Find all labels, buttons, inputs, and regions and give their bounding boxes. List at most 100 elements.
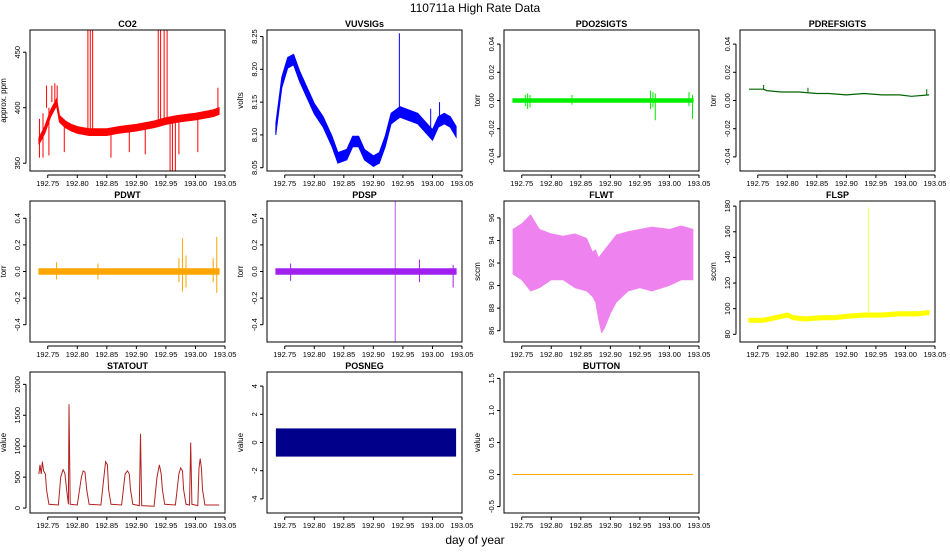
y-tick-label: 0.02 xyxy=(487,65,496,80)
y-tick-label: 140 xyxy=(723,251,732,264)
y-tick-label: 4 xyxy=(250,384,259,388)
y-tick-label: 8.15 xyxy=(250,95,259,110)
y-tick-label: 500 xyxy=(13,471,22,484)
x-tick-label: 192.80 xyxy=(303,179,326,188)
y-tick-label: 100 xyxy=(723,302,732,315)
x-tick-label: 192.85 xyxy=(805,179,828,188)
y-tick-label: -0.2 xyxy=(13,292,22,305)
panel-pdsp: PDSP torr 192.75 192.80 192.85 192.90 192.95 19… xyxy=(236,190,473,359)
y-tick-label: 0.2 xyxy=(250,240,259,250)
x-tick-label: 192.95 xyxy=(154,350,177,359)
y-tick-label: 0.0 xyxy=(487,469,496,479)
panel-data xyxy=(512,214,694,334)
panel-data xyxy=(38,404,220,507)
panel-title: FLSP xyxy=(826,190,849,200)
y-tick-label: 0.4 xyxy=(13,213,22,223)
y-tick-label: 8.05 xyxy=(250,160,259,175)
y-tick-label: 90 xyxy=(487,281,496,289)
y-tick-label: 160 xyxy=(723,226,732,239)
x-tick-label: 193.00 xyxy=(894,350,917,359)
panel-data xyxy=(275,428,457,457)
x-tick-label: 192.80 xyxy=(776,179,799,188)
x-tick-label: 192.80 xyxy=(303,350,326,359)
x-tick-label: 193.05 xyxy=(924,350,947,359)
x-tick-label: 192.80 xyxy=(66,521,89,530)
panel-data xyxy=(748,207,930,323)
panel-pdrefsigts: PDREFSIGTS torr 192.75 192.80 192.85 192.90 19… xyxy=(709,19,946,188)
x-tick-label: 193.05 xyxy=(688,179,711,188)
x-tick-label: 192.90 xyxy=(835,179,858,188)
y-tick-label: 0.04 xyxy=(487,37,496,52)
x-axis-label: day of year xyxy=(445,533,504,547)
x-tick-label: 192.95 xyxy=(628,350,651,359)
x-tick-label: 193.00 xyxy=(421,521,444,530)
y-tick-label: 1000 xyxy=(13,438,22,455)
y-tick-label: 94 xyxy=(487,236,496,244)
x-tick-label: 192.85 xyxy=(95,179,118,188)
x-tick-label: 192.75 xyxy=(746,179,769,188)
x-tick-label: 192.95 xyxy=(154,521,177,530)
x-tick-label: 193.05 xyxy=(688,350,711,359)
x-tick-label: 192.85 xyxy=(95,350,118,359)
panel-title: VUVSIGs xyxy=(345,19,384,29)
panel-title: PDSP xyxy=(352,190,377,200)
y-axis-label: value xyxy=(236,432,245,452)
x-tick-label: 192.80 xyxy=(303,521,326,530)
panel-data xyxy=(275,33,457,167)
panel-flsp: FLSP sccm 192.75 192.80 192.85 192.90 192.95 19… xyxy=(709,190,946,359)
panel-title: POSNEG xyxy=(345,361,384,371)
y-tick-label: 8.10 xyxy=(250,128,259,143)
x-tick-label: 193.00 xyxy=(184,179,207,188)
x-tick-label: 193.05 xyxy=(451,179,474,188)
y-tick-label: 96 xyxy=(487,214,496,222)
y-tick-label: 0.0 xyxy=(13,266,22,276)
y-axis-label: volts xyxy=(236,92,245,108)
x-tick-label: 192.85 xyxy=(332,179,355,188)
y-axis-label: torr xyxy=(709,94,718,106)
panel-title: STATOUT xyxy=(107,361,148,371)
y-tick-label: -4 xyxy=(250,496,259,503)
x-tick-label: 192.85 xyxy=(332,521,355,530)
y-axis-label: approx. ppm xyxy=(0,78,8,123)
x-tick-label: 192.90 xyxy=(599,521,622,530)
panel-frame xyxy=(739,200,936,343)
x-tick-label: 192.95 xyxy=(391,179,414,188)
x-tick-label: 192.85 xyxy=(569,179,592,188)
panel-frame xyxy=(266,200,463,343)
y-axis-label: torr xyxy=(473,94,482,106)
x-tick-label: 192.90 xyxy=(125,350,148,359)
y-tick-label: 0.4 xyxy=(250,213,259,223)
y-axis-label: torr xyxy=(236,265,245,277)
y-tick-label: 350 xyxy=(13,157,22,170)
y-tick-label: 0.04 xyxy=(723,37,732,52)
y-axis-label: sccm xyxy=(709,262,718,281)
panel-frame xyxy=(739,29,936,172)
x-tick-label: 192.75 xyxy=(510,521,533,530)
x-tick-label: 192.75 xyxy=(273,521,296,530)
x-tick-label: 193.05 xyxy=(451,521,474,530)
y-tick-label: 0.0 xyxy=(250,266,259,276)
x-tick-label: 193.05 xyxy=(451,350,474,359)
x-tick-label: 192.90 xyxy=(362,179,385,188)
y-tick-label: 0 xyxy=(13,506,22,510)
x-tick-label: 192.75 xyxy=(36,179,59,188)
y-tick-label: 400 xyxy=(13,101,22,114)
y-axis-label: torr xyxy=(0,265,8,277)
panel-frame xyxy=(266,371,463,514)
x-tick-label: 193.05 xyxy=(214,521,237,530)
data-band xyxy=(275,53,457,167)
panel-data xyxy=(275,201,457,342)
x-tick-label: 192.95 xyxy=(391,521,414,530)
x-tick-label: 193.05 xyxy=(214,179,237,188)
data-band xyxy=(512,98,694,103)
panel-vuvsigs: VUVSIGs volts 192.75 192.80 192.85 192.90 192.… xyxy=(236,19,473,188)
panel-data xyxy=(38,236,220,293)
x-tick-label: 192.75 xyxy=(36,521,59,530)
panel-pdwt: PDWT torr 192.75 192.80 192.85 192.90 192.95 19… xyxy=(0,190,236,359)
data-line xyxy=(38,404,220,507)
panel-title: BUTTON xyxy=(583,361,620,371)
x-tick-label: 192.80 xyxy=(540,179,563,188)
x-tick-label: 193.00 xyxy=(658,179,681,188)
y-axis-label: sccm xyxy=(473,262,482,281)
